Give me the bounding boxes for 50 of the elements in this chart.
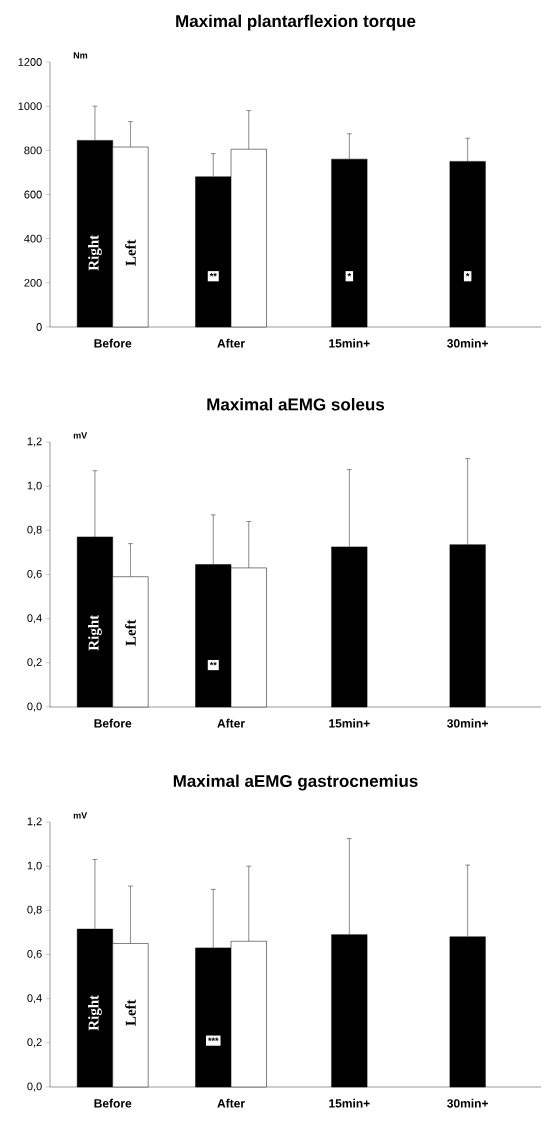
y-axis-title: mV: [73, 432, 88, 439]
annotation: *: [465, 273, 470, 277]
chart-title: Maximal plantarflexion torque: [176, 14, 416, 31]
y-tick-label: 1000: [18, 102, 42, 111]
chart-title: Maximal aEMG soleus: [207, 397, 385, 411]
y-tick-label: 800: [24, 146, 42, 155]
x-tick-label: After: [217, 1098, 245, 1108]
x-tick-label: Before: [94, 718, 132, 728]
y-tick-label: 0,8: [27, 525, 42, 535]
x-tick-label: 15min+: [329, 1098, 370, 1108]
y-axis-title: Nm: [73, 52, 88, 59]
y-tick-label: 0,0: [27, 702, 42, 712]
y-tick-label: 0: [36, 323, 42, 331]
series-label: Right: [88, 994, 102, 1031]
series-label: Left: [125, 619, 136, 646]
x-tick-label: After: [217, 718, 245, 728]
y-tick-label: 1,0: [27, 861, 42, 871]
annotation: **: [209, 661, 217, 666]
series-label: Left: [125, 999, 136, 1026]
y-tick-label: 0,2: [27, 658, 42, 668]
x-tick-label: 30min+: [447, 1098, 489, 1108]
y-tick-label: 0,8: [27, 905, 42, 915]
y-tick-label: 0,6: [27, 949, 42, 960]
x-tick-label: 15min+: [329, 338, 370, 348]
y-tick-label: 600: [24, 190, 42, 199]
y-tick-label: 1200: [18, 58, 42, 66]
x-tick-label: 30min+: [447, 338, 489, 348]
y-tick-label: 0,4: [27, 994, 42, 1004]
y-tick-label: 1,2: [27, 817, 42, 827]
annotation: ***: [208, 1037, 219, 1041]
x-tick-label: 30min+: [447, 718, 489, 728]
y-tick-label: 200: [24, 278, 42, 287]
y-tick-label: 1,0: [27, 481, 42, 491]
y-tick-label: 1,2: [27, 437, 42, 447]
y-axis-title: mV: [73, 812, 88, 819]
annotation: **: [209, 273, 217, 277]
y-tick-label: 0,4: [27, 614, 42, 624]
x-tick-label: Before: [94, 338, 132, 348]
y-tick-label: 0,6: [27, 569, 42, 580]
y-tick-label: 0,2: [27, 1038, 42, 1048]
x-tick-label: After: [217, 338, 245, 348]
y-tick-label: 0,0: [27, 1082, 42, 1092]
y-tick-label: 400: [24, 234, 42, 243]
x-tick-label: 15min+: [329, 718, 370, 728]
series-label: Left: [125, 239, 136, 266]
series-label: Right: [88, 614, 102, 651]
x-tick-label: Before: [94, 1098, 132, 1108]
annotation: *: [347, 273, 352, 277]
series-label: Right: [88, 234, 102, 271]
chart-title: Maximal aEMG gastrocnemius: [173, 774, 418, 791]
